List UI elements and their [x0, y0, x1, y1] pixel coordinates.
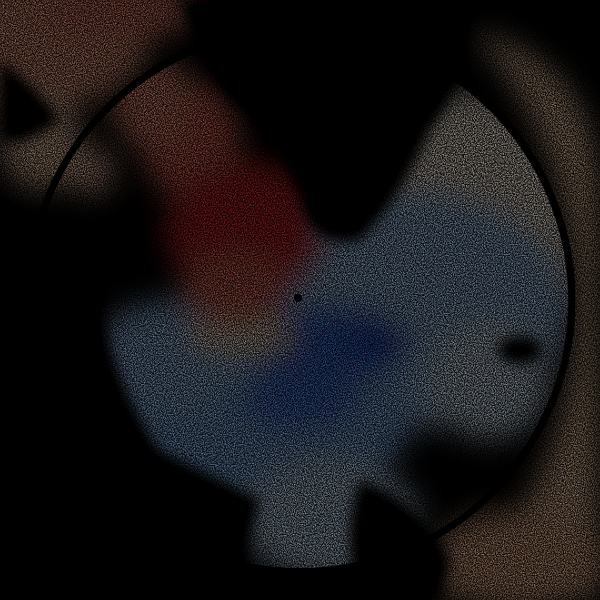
range-ring — [24, 24, 576, 576]
no-echo-regions — [0, 0, 542, 600]
radar-site — [294, 294, 302, 302]
